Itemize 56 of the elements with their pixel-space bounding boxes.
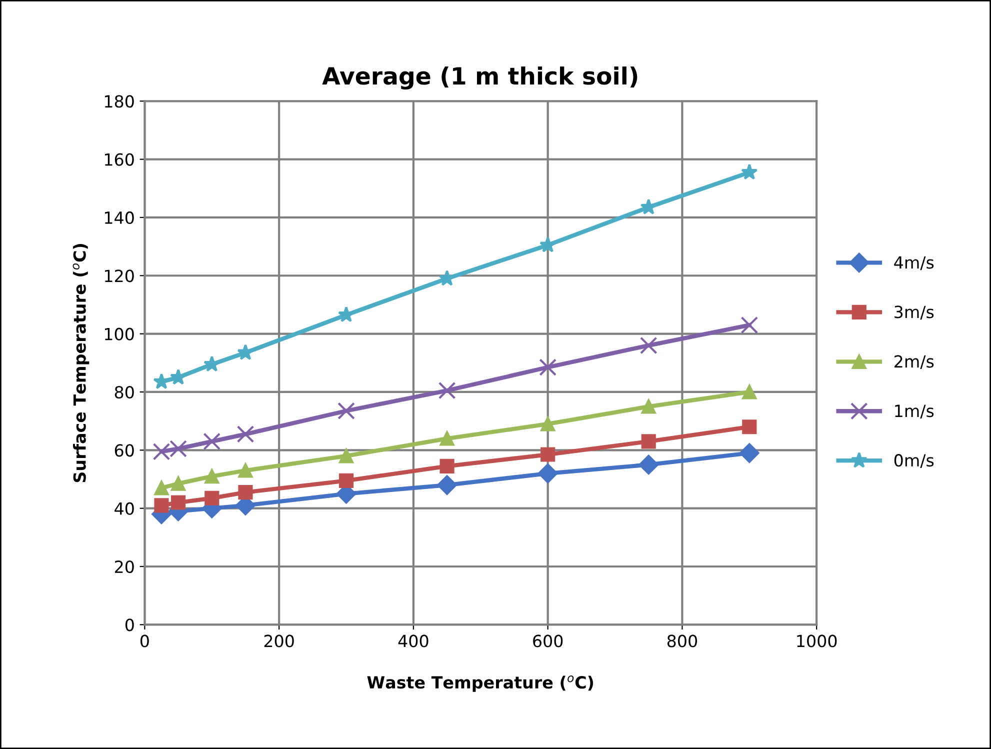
- point: [154, 480, 169, 496]
- y-tick-label: 80: [114, 386, 134, 399]
- x-tick-label: 200: [264, 634, 294, 648]
- y-tick-label: 140: [104, 211, 134, 224]
- x-axis-title: Waste Temperature ($^{o}$C): [367, 676, 594, 692]
- x-tick-label: 600: [533, 634, 563, 648]
- y-tick-label: 180: [104, 95, 134, 108]
- point: [742, 420, 757, 434]
- point: [236, 425, 254, 443]
- y-tick-label: 160: [104, 153, 134, 166]
- point: [204, 490, 220, 506]
- point: [638, 454, 658, 475]
- point: [203, 432, 221, 450]
- point: [238, 485, 253, 500]
- y-tick-label: 100: [104, 328, 134, 340]
- y-tick-label: 40: [114, 502, 134, 515]
- point: [742, 384, 757, 400]
- legend-label: 3m/s: [894, 306, 934, 320]
- point: [237, 344, 254, 360]
- point: [154, 498, 169, 513]
- point: [641, 399, 656, 414]
- point: [538, 464, 558, 484]
- y-tick-label: 60: [114, 444, 134, 457]
- x-tick-label: 0: [140, 634, 149, 648]
- point: [540, 236, 556, 252]
- point: [740, 443, 760, 463]
- point: [540, 447, 556, 462]
- point: [170, 476, 186, 491]
- chart-title: Average (1 m thick soil): [322, 66, 638, 90]
- point: [238, 463, 253, 478]
- y-axis-title: Surface Temperature ($^{o}$C): [72, 244, 90, 482]
- x-tick-label: 400: [398, 634, 428, 648]
- point: [438, 382, 456, 400]
- point: [640, 336, 658, 354]
- point: [170, 495, 186, 510]
- y-tick-label: 120: [104, 270, 134, 282]
- point: [338, 448, 354, 464]
- x-tick-label: 1000: [797, 634, 837, 648]
- point: [539, 358, 557, 376]
- point: [740, 316, 758, 334]
- legend-label: 0m/s: [894, 454, 934, 468]
- x-tick-label: 800: [667, 634, 698, 648]
- point: [440, 431, 454, 446]
- point: [641, 434, 656, 449]
- legend-label: 4m/s: [894, 256, 934, 270]
- legend-label: 2m/s: [894, 355, 934, 370]
- y-tick-label: 20: [114, 560, 134, 574]
- point: [741, 164, 758, 180]
- point: [204, 469, 220, 484]
- point: [338, 402, 355, 420]
- point: [437, 475, 457, 495]
- point: [540, 416, 556, 432]
- legend-label: 1m/s: [895, 404, 934, 418]
- point: [338, 473, 354, 488]
- point: [440, 458, 454, 474]
- y-tick-label: 0: [125, 618, 134, 632]
